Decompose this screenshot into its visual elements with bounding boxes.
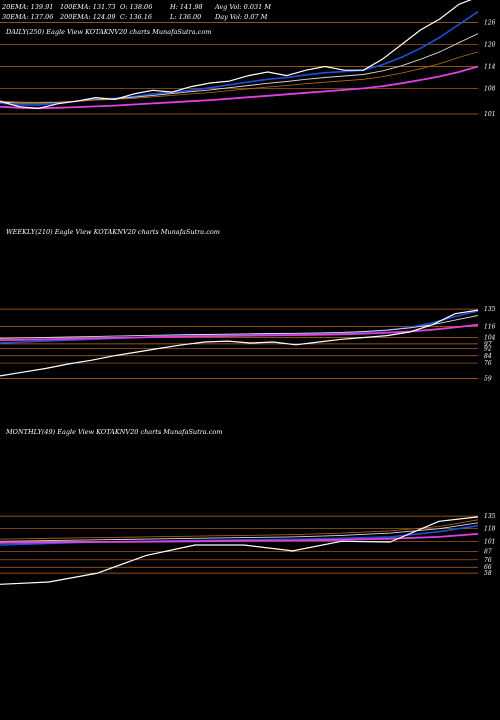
daily-y-tick-label: 101 — [484, 111, 495, 118]
stat-ema100: 100EMA: 131.73 — [60, 3, 116, 11]
monthly-y-tick-label: 87 — [484, 549, 492, 556]
monthly-ema-mid-line — [0, 522, 479, 542]
weekly-price-line — [0, 309, 479, 377]
monthly-chart-label: MONTHLY(49) Eagle View KOTAKNV20 charts … — [6, 428, 223, 436]
stats-header: 20EMA: 139.91 100EMA: 131.73 O: 138.06 H… — [0, 0, 300, 24]
stat-ema30: 30EMA: 137.06 — [2, 13, 54, 21]
daily-chart-label: DAILY(250) Eagle View KOTAKNV20 charts M… — [6, 28, 212, 36]
daily-y-tick-label: 126 — [484, 20, 496, 27]
monthly-ema-orange-line — [0, 519, 479, 540]
monthly-y-tick-label: 58 — [484, 570, 492, 577]
stat-ema20: 20EMA: 139.91 — [2, 3, 54, 11]
weekly-y-tick-label: 76 — [484, 360, 492, 367]
monthly-ema-long-line — [0, 533, 479, 544]
daily-y-tick-label: 120 — [484, 42, 496, 49]
weekly-y-tick-label: 135 — [484, 306, 496, 313]
monthly-y-tick-label: 101 — [484, 538, 495, 545]
stat-close: C: 136.16 — [120, 13, 152, 21]
monthly-price-line — [0, 516, 479, 585]
daily-y-tick-label: 108 — [484, 85, 496, 92]
daily-ema-short-line — [0, 11, 479, 106]
daily-ema-long-line — [0, 65, 479, 110]
stat-day-vol: Day Vol: 0.07 M — [215, 13, 268, 21]
daily-y-tick-label: 114 — [484, 64, 496, 71]
weekly-y-tick-label: 59 — [484, 376, 492, 383]
daily-ema-orange-line — [0, 51, 479, 103]
daily-price-line — [0, 0, 472, 110]
weekly-y-tick-label: 116 — [484, 324, 496, 331]
monthly-y-tick-label: 135 — [484, 513, 496, 520]
stat-ema200: 200EMA: 124.09 — [60, 13, 116, 21]
weekly-y-tick-label: 104 — [484, 334, 496, 341]
stat-low: L: 136.00 — [170, 13, 202, 21]
daily-ema-mid-line — [0, 33, 479, 104]
weekly-y-tick-label: 92 — [484, 345, 492, 352]
monthly-y-tick-label: 76 — [484, 557, 492, 564]
monthly-y-tick-label: 66 — [484, 564, 492, 571]
daily-chart: 126 120 114 108 101 — [0, 0, 496, 118]
stat-high: H: 141.98 — [170, 3, 203, 11]
weekly-ema-mid-line — [0, 315, 479, 339]
weekly-y-tick-label: 97 — [484, 341, 492, 348]
monthly-y-tick-label: 118 — [484, 526, 496, 533]
weekly-chart-label: WEEKLY(210) Eagle View KOTAKNV20 charts … — [6, 228, 220, 236]
weekly-y-tick-label: 84 — [484, 353, 492, 360]
weekly-ema-long-line — [0, 323, 479, 342]
stat-open: O: 138.06 — [120, 3, 153, 11]
daily-y-ticks: 126 120 114 108 101 — [0, 20, 496, 118]
stat-avg-vol: Avg Vol: 0.031 M — [215, 3, 272, 11]
